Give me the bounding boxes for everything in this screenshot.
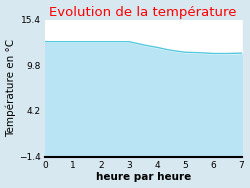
Title: Evolution de la température: Evolution de la température xyxy=(50,6,237,19)
X-axis label: heure par heure: heure par heure xyxy=(96,172,191,182)
Y-axis label: Température en °C: Température en °C xyxy=(6,39,16,137)
